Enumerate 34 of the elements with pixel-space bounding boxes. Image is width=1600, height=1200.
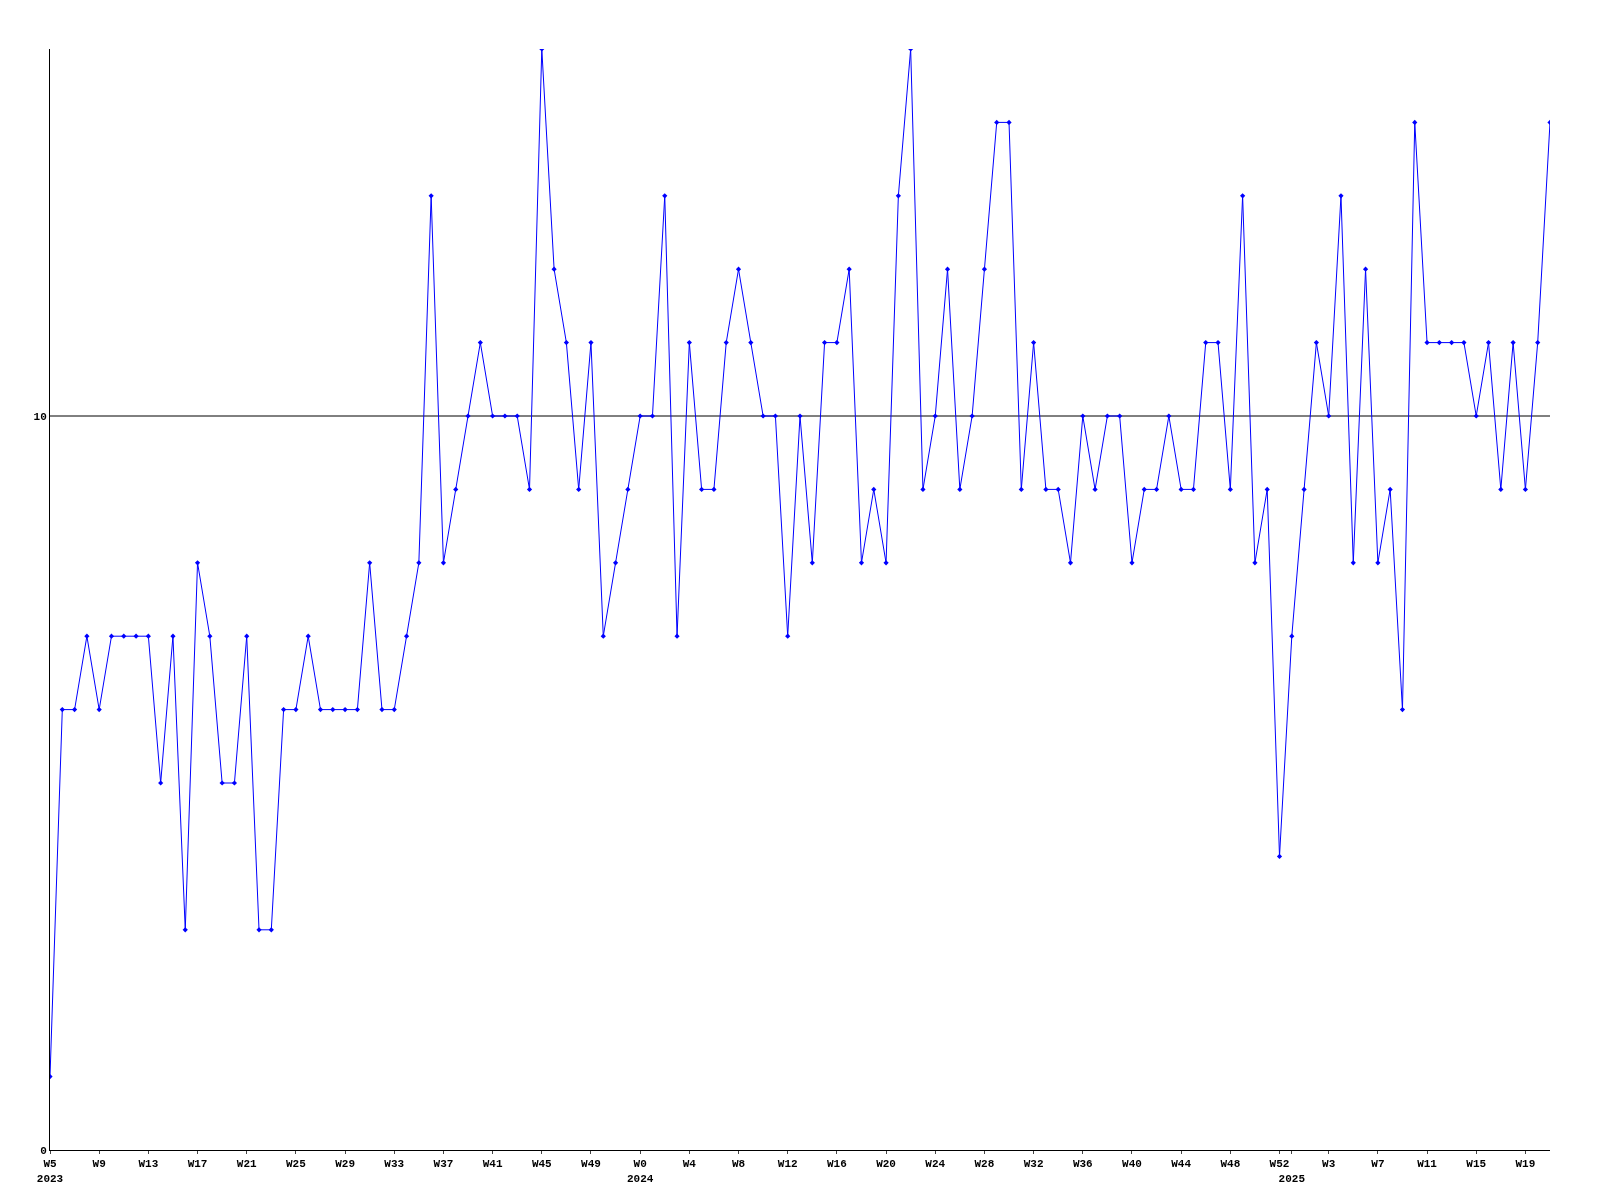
x-tick-label: W37 — [433, 1158, 454, 1171]
x-tick-label: W5 2023 — [36, 1158, 64, 1185]
x-tick-label: 2025 — [1278, 1172, 1306, 1185]
x-tick-label: W29 — [335, 1158, 355, 1171]
x-tick-label: W36 — [1072, 1158, 1093, 1171]
x-tick-label: W49 — [581, 1158, 601, 1171]
x-tick-label: W24 — [925, 1158, 946, 1171]
y-tick-label: 10 — [33, 410, 47, 423]
x-tick-label: W33 — [384, 1158, 405, 1171]
x-tick-label: W12 — [777, 1158, 798, 1171]
x-tick-label: W21 — [236, 1158, 258, 1171]
x-tick-label: W0 2024 — [626, 1158, 654, 1185]
x-tick-label: W4 — [682, 1158, 697, 1171]
y-tick-label: 0 — [40, 1144, 47, 1157]
x-tick-label: W19 — [1515, 1158, 1536, 1171]
x-tick-label: W17 — [187, 1158, 208, 1171]
x-tick-label: W9 — [92, 1158, 106, 1171]
x-tick-label: W48 — [1220, 1158, 1241, 1171]
x-tick-label: W8 — [731, 1158, 746, 1171]
x-tick-label: W52 — [1269, 1158, 1290, 1171]
x-tick-label: W45 — [531, 1158, 553, 1171]
x-tick-label: W32 — [1023, 1158, 1044, 1171]
x-tick-label: W16 — [826, 1158, 847, 1171]
x-tick-label: W28 — [974, 1158, 995, 1171]
x-tick-label: W3 — [1322, 1158, 1336, 1171]
x-tick-label: W44 — [1171, 1158, 1192, 1171]
x-tick-label: W13 — [138, 1158, 159, 1171]
x-tick-label: W41 — [482, 1158, 503, 1171]
x-tick-label: W11 — [1417, 1158, 1438, 1171]
x-tick-label: W15 — [1466, 1158, 1487, 1171]
x-tick-label: W7 — [1371, 1158, 1385, 1171]
x-tick-label: W25 — [285, 1158, 307, 1171]
x-tick-label: W40 — [1122, 1158, 1142, 1171]
x-tick-label: W20 — [876, 1158, 896, 1171]
